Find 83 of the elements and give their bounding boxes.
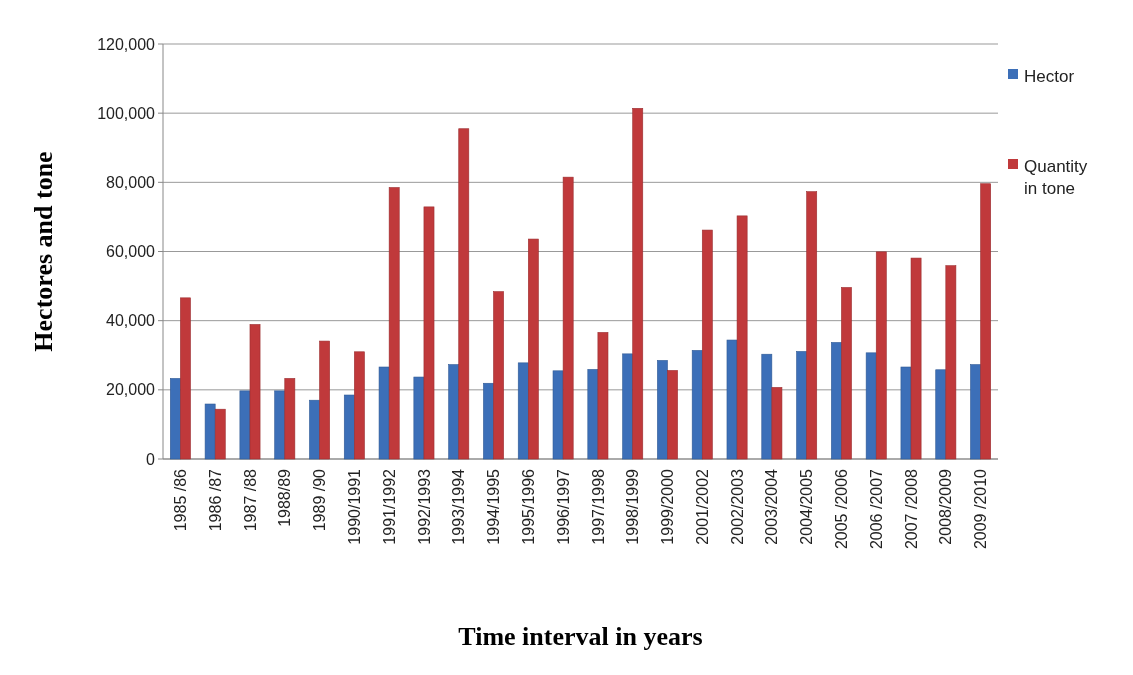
bar [423, 206, 435, 460]
bar [354, 351, 365, 460]
x-tick-label: 1999/2000 [659, 468, 677, 545]
x-tick-label: 2008/2009 [937, 468, 955, 545]
y-axis-title: Hectores and tone [29, 151, 58, 352]
bar [493, 291, 504, 460]
bar [910, 257, 922, 460]
y-tick-label: 100,000 [97, 104, 156, 122]
bar [274, 390, 286, 460]
bar [552, 370, 564, 460]
x-tick-label: 1991/1992 [380, 468, 398, 545]
x-tick-label: 2001/2002 [693, 468, 711, 545]
legend-label: Hector [1024, 66, 1075, 86]
bar [701, 229, 713, 460]
y-tick-label: 0 [146, 450, 156, 468]
legend-label: Quantity in tone [1024, 156, 1088, 199]
x-tick-label: 1997/1998 [589, 468, 607, 545]
bar [562, 176, 574, 460]
bar [587, 369, 599, 460]
bar [448, 364, 460, 460]
bar [170, 378, 181, 460]
bar [180, 297, 191, 460]
bar [831, 342, 842, 460]
x-tick-label: 2006 /2007 [867, 468, 885, 550]
bar [980, 183, 991, 460]
bar [736, 215, 748, 460]
x-tick-label: 2003/2004 [763, 468, 781, 545]
bar [632, 108, 644, 460]
y-tick-label: 40,000 [106, 312, 156, 330]
x-tick-label: 2002/2003 [728, 468, 746, 545]
bar [691, 350, 703, 460]
y-tick-label: 20,000 [106, 381, 156, 399]
x-tick-label: 1987 /88 [241, 468, 259, 532]
bar [343, 394, 355, 460]
bar [284, 378, 296, 460]
x-tick-label: 2009 /2010 [972, 468, 990, 550]
x-tick-label: 1990/1991 [345, 468, 363, 545]
x-tick-label: 1994/1995 [485, 468, 503, 545]
x-tick-label: 1995/1996 [519, 468, 537, 545]
bar [875, 251, 887, 460]
bar [214, 408, 226, 460]
bar [726, 339, 738, 460]
x-tick-label: 1988/89 [276, 468, 294, 527]
bar [413, 376, 425, 460]
bar [761, 353, 773, 460]
x-tick-label: 2005 /2006 [833, 468, 851, 550]
bar [517, 362, 529, 460]
bar [622, 353, 633, 460]
x-tick-label: 1989 /90 [311, 468, 329, 532]
bar [657, 360, 668, 460]
bar [900, 366, 912, 460]
bar [806, 191, 818, 460]
x-axis-title: Time interval in years [458, 622, 703, 651]
y-tick-label: 120,000 [97, 35, 156, 53]
bar [771, 387, 783, 460]
x-tick-label: 2007 /2008 [902, 468, 920, 550]
bar [388, 187, 400, 460]
bar [319, 340, 330, 460]
x-tick-label: 1986 /87 [206, 468, 224, 532]
bar [239, 390, 251, 460]
bar [458, 128, 470, 460]
y-tick-label: 80,000 [106, 173, 156, 191]
bar [796, 351, 807, 460]
bar [935, 369, 947, 460]
bar [597, 332, 609, 460]
x-tick-label: 1993/1994 [450, 468, 468, 545]
bar [309, 399, 320, 460]
x-tick-label: 2004/2005 [798, 468, 816, 545]
x-tick-label: 1998/1999 [624, 468, 642, 545]
bar [667, 370, 678, 460]
bar [970, 364, 981, 460]
x-tick-label: 1996/1997 [554, 468, 572, 545]
bar [865, 352, 877, 460]
x-tick-label: 1985 /86 [172, 468, 189, 532]
bar [483, 382, 494, 460]
bar [945, 265, 957, 460]
bar [528, 238, 539, 460]
bar [841, 287, 852, 460]
bar [249, 324, 261, 460]
bar [204, 403, 216, 460]
x-tick-label: 1992/1993 [415, 468, 433, 545]
bar [378, 366, 390, 460]
y-tick-label: 60,000 [106, 243, 156, 261]
